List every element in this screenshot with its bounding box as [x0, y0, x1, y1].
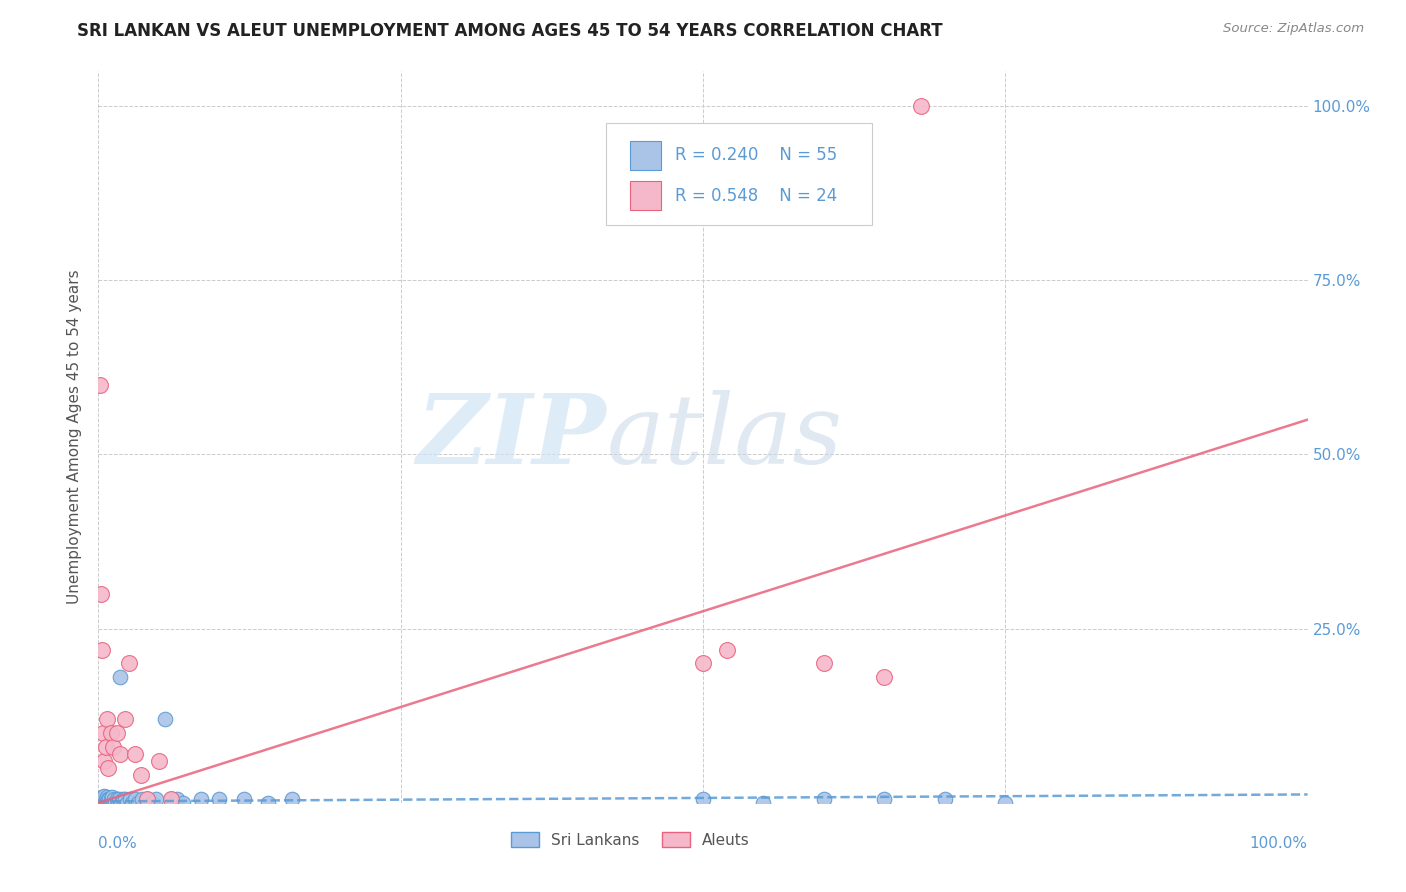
Point [90, 587, 112, 601]
Point [97, 796, 120, 810]
Point [813, 657, 835, 671]
Point [208, 792, 231, 806]
Legend: Sri Lankans, Aleuts: Sri Lankans, Aleuts [505, 825, 756, 854]
Point [135, 792, 157, 806]
Point [89, 377, 111, 392]
Point [100, 790, 122, 805]
Point [910, 99, 932, 113]
Point [118, 792, 141, 806]
Point [91, 796, 114, 810]
Point [118, 657, 141, 671]
Point [101, 796, 124, 810]
Point [110, 796, 132, 810]
Text: R = 0.548    N = 24: R = 0.548 N = 24 [675, 186, 838, 204]
Point [934, 792, 956, 806]
Point [129, 768, 152, 782]
Point [96, 790, 118, 805]
Point [97, 792, 120, 806]
Point [153, 712, 176, 726]
Text: Source: ZipAtlas.com: Source: ZipAtlas.com [1223, 22, 1364, 36]
Point [172, 796, 194, 810]
Point [96, 712, 118, 726]
Bar [630, 181, 661, 211]
Point [100, 726, 122, 740]
Point [93, 796, 115, 810]
Text: 0.0%: 0.0% [98, 836, 138, 851]
Text: ZIP: ZIP [416, 390, 606, 484]
Point [813, 792, 835, 806]
Point [111, 792, 134, 806]
Point [91, 796, 114, 810]
Point [105, 792, 128, 806]
Point [100, 792, 122, 806]
Point [148, 754, 170, 768]
FancyBboxPatch shape [606, 122, 872, 225]
Point [97, 761, 120, 775]
Text: 100.0%: 100.0% [1250, 836, 1308, 851]
Point [108, 792, 131, 806]
Point [117, 796, 139, 810]
Point [91, 642, 114, 657]
Point [93, 754, 115, 768]
Point [93, 789, 115, 803]
Point [994, 796, 1017, 810]
Point [94, 796, 117, 810]
Text: atlas: atlas [606, 390, 842, 484]
Point [124, 792, 146, 806]
Point [160, 792, 183, 806]
Text: SRI LANKAN VS ALEUT UNEMPLOYMENT AMONG AGES 45 TO 54 YEARS CORRELATION CHART: SRI LANKAN VS ALEUT UNEMPLOYMENT AMONG A… [77, 22, 943, 40]
Point [91, 792, 114, 806]
Y-axis label: Unemployment Among Ages 45 to 54 years: Unemployment Among Ages 45 to 54 years [67, 269, 83, 605]
Point [91, 726, 114, 740]
Point [281, 792, 304, 806]
Point [121, 796, 143, 810]
Point [166, 792, 188, 806]
Text: R = 0.240    N = 55: R = 0.240 N = 55 [675, 146, 838, 164]
Point [190, 792, 212, 806]
Point [94, 792, 117, 806]
Point [91, 790, 114, 805]
Point [105, 726, 128, 740]
Point [96, 796, 118, 810]
Point [873, 792, 896, 806]
Point [89, 796, 111, 810]
Point [90, 796, 112, 810]
Point [98, 792, 121, 806]
Point [873, 670, 896, 684]
Point [692, 792, 714, 806]
Point [107, 796, 129, 810]
Point [131, 792, 153, 806]
Point [103, 792, 125, 806]
Point [124, 747, 146, 761]
Point [114, 712, 136, 726]
Point [108, 670, 131, 684]
Point [101, 740, 124, 755]
Point [716, 642, 738, 657]
Point [127, 796, 149, 810]
Point [108, 747, 131, 761]
Point [98, 796, 121, 810]
Point [692, 657, 714, 671]
Point [93, 792, 115, 806]
Point [145, 792, 167, 806]
Point [141, 796, 163, 810]
Bar [630, 141, 661, 170]
Point [752, 796, 775, 810]
Point [232, 792, 254, 806]
Point [135, 792, 157, 806]
Point [114, 792, 136, 806]
Point [94, 740, 117, 755]
Point [104, 796, 127, 810]
Point [160, 792, 183, 806]
Point [90, 792, 112, 806]
Point [100, 796, 122, 810]
Point [256, 796, 278, 810]
